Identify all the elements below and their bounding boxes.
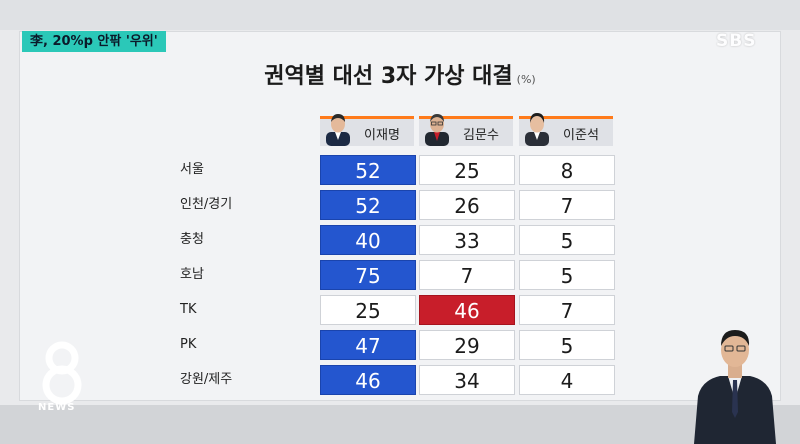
headline-caption: 李, 20%p 안팎 '우위' [22, 31, 166, 52]
data-cell-leader: 40 [320, 225, 416, 255]
data-cell: 7 [519, 295, 615, 325]
row-label-region: TK [180, 302, 197, 317]
news-anchor-image [694, 330, 776, 444]
data-cell: 25 [320, 295, 416, 325]
candidate-portrait-icon [425, 114, 449, 146]
news-logo-text: NEWS [38, 402, 76, 413]
data-cell: 29 [419, 330, 515, 360]
column-header-label: 이재명 [364, 128, 400, 143]
candidate-portrait-icon [525, 113, 549, 146]
data-cell: 5 [519, 330, 615, 360]
column-header-candidate-3: 이준석 [519, 113, 613, 146]
data-cell-leader: 52 [320, 155, 416, 185]
row-label-region: 충청 [180, 232, 204, 247]
eight-news-logo-icon [42, 341, 82, 405]
row-label-region: PK [180, 337, 197, 352]
data-cell: 4 [519, 365, 615, 395]
row-label-region: 강원/제주 [180, 372, 233, 387]
chart-title-text: 권역별 대선 3자 가상 대결 [264, 64, 513, 89]
data-cell-leader: 47 [320, 330, 416, 360]
column-header-candidate-2: 김문수 [419, 114, 513, 146]
data-cell-leader: 46 [419, 295, 515, 325]
row-label-region: 호남 [180, 267, 204, 282]
data-cell: 7 [519, 190, 615, 220]
data-cell: 25 [419, 155, 515, 185]
data-cell: 8 [519, 155, 615, 185]
column-header-candidate-1: 이재명 [320, 114, 414, 146]
candidate-portrait-icon [326, 114, 350, 146]
data-cell-leader: 46 [320, 365, 416, 395]
data-cell: 7 [419, 260, 515, 290]
chart-title: 권역별 대선 3자 가상 대결 (%) [0, 58, 800, 90]
data-cell: 34 [419, 365, 515, 395]
row-label-region: 서울 [180, 162, 204, 177]
column-header-label: 이준석 [563, 128, 599, 143]
background-top [0, 0, 800, 30]
chart-unit: (%) [516, 73, 536, 86]
column-header-label: 김문수 [463, 128, 499, 143]
data-cell: 5 [519, 260, 615, 290]
background-bottom [0, 405, 800, 444]
data-cell-leader: 75 [320, 260, 416, 290]
data-cell: 5 [519, 225, 615, 255]
broadcaster-logo: SBS [716, 31, 757, 51]
data-cell: 26 [419, 190, 515, 220]
data-cell: 33 [419, 225, 515, 255]
data-cell-leader: 52 [320, 190, 416, 220]
row-label-region: 인천/경기 [180, 197, 233, 212]
